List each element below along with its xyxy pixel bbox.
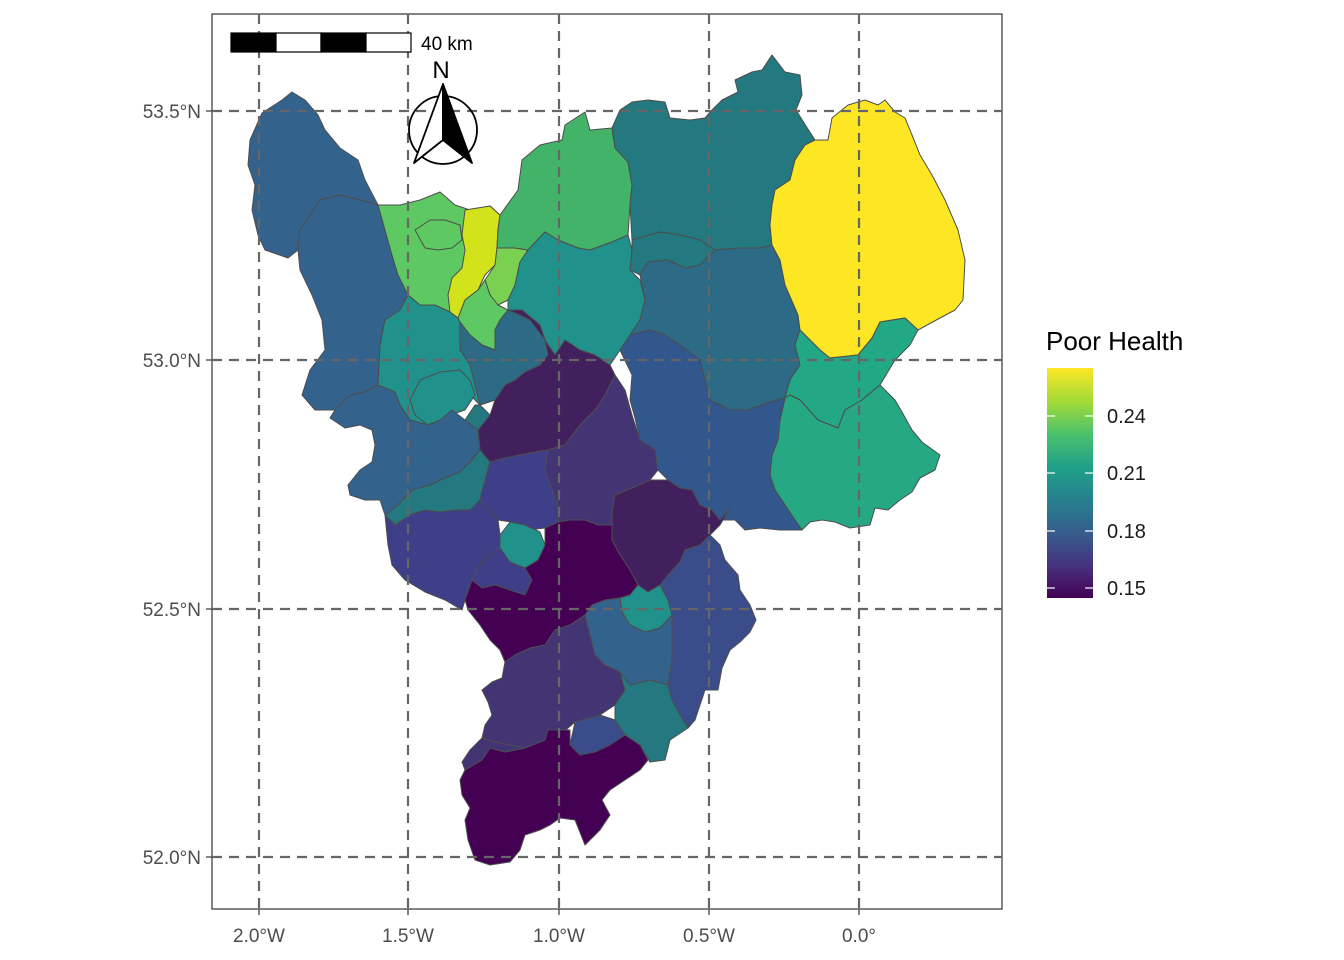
legend: Poor Health 0.24 0.21 0.18 0.15	[1046, 326, 1183, 600]
region-kettering[interactable]	[614, 671, 689, 763]
legend-label: 0.24	[1107, 406, 1146, 428]
x-tick-label: 1.5°W	[382, 926, 434, 947]
legend-colorbar	[1047, 368, 1093, 598]
region-erewash[interactable]	[459, 309, 549, 406]
x-tick-label: 0.5°W	[683, 926, 735, 947]
north-arrow-label: N	[432, 57, 449, 84]
scale-bar-segment	[275, 32, 322, 53]
scale-bar-segment	[230, 32, 277, 53]
legend-label: 0.18	[1107, 521, 1146, 543]
legend-label: 0.15	[1107, 578, 1146, 600]
north-arrow-icon: N	[408, 57, 478, 165]
scale-bar-label: 40 km	[421, 34, 473, 55]
region-east-lindsey[interactable]	[769, 99, 966, 359]
legend-title: Poor Health	[1046, 326, 1183, 356]
x-tick-label: 2.0°W	[233, 926, 285, 947]
region-northampton[interactable]	[461, 737, 526, 771]
region-derby[interactable]	[409, 369, 476, 426]
region-chesterfield[interactable]	[414, 219, 463, 251]
y-tick-label: 53.0°N	[143, 351, 201, 372]
x-tick-label: 1.0°W	[533, 926, 585, 947]
scale-bar: 40 km	[230, 32, 473, 55]
scale-bar-segment	[365, 32, 412, 53]
region-south-northamptonshire[interactable]	[459, 729, 649, 866]
scale-bar-segment	[320, 32, 367, 53]
y-tick-label: 53.5°N	[143, 102, 201, 123]
y-tick-label: 52.0°N	[143, 848, 201, 869]
y-tick-label: 52.5°N	[143, 600, 201, 621]
x-tick-label: 0.0°	[842, 926, 876, 947]
legend-label: 0.21	[1107, 463, 1146, 485]
graticule	[212, 14, 1002, 909]
